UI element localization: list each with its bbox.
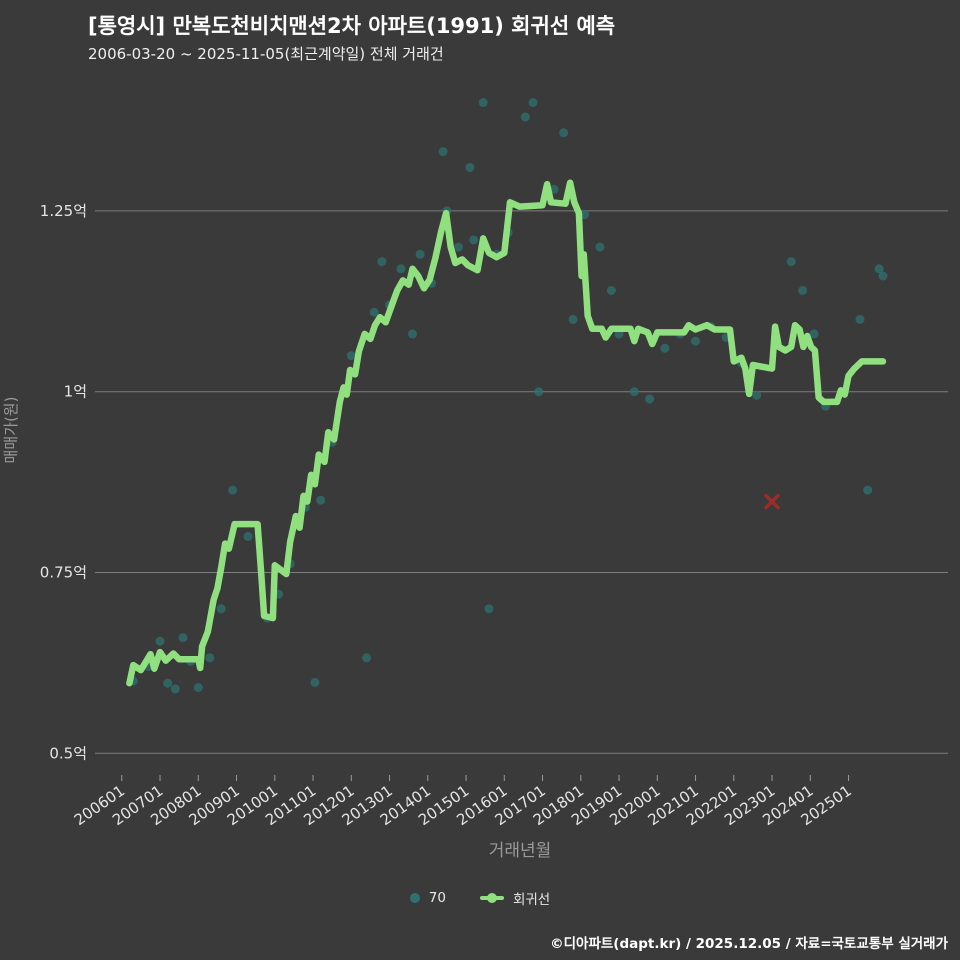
legend-item-scatter[interactable]: 70 <box>409 890 446 906</box>
chart-legend: 70 회귀선 <box>0 888 960 908</box>
scatter-point <box>645 394 655 404</box>
y-tick-label: 0.5억 <box>49 744 87 762</box>
scatter-point <box>580 210 590 220</box>
scatter-point <box>465 163 475 172</box>
copyright-source-credit: ©디아파트(dapt.kr) / 2025.12.05 / 자료=국토교통부 실… <box>550 936 948 952</box>
scatter-legend-dot-icon <box>409 893 420 903</box>
scatter-point <box>205 653 215 663</box>
x-axis-tick-labels: 2006012007012008012009012010012011012012… <box>71 775 855 829</box>
scatter-point <box>752 390 762 400</box>
scatter-point <box>216 604 226 614</box>
regression-legend-line-icon <box>479 893 504 903</box>
scatter-point <box>415 249 425 259</box>
scatter-point <box>568 314 578 324</box>
scatter-point <box>310 677 320 687</box>
scatter-point <box>243 531 253 541</box>
y-axis-tick-labels: 1.25억 1억 0.75억 0.5억 <box>40 202 87 762</box>
scatter-point <box>484 604 494 614</box>
y-axis-title: 매매가(원) <box>2 397 20 464</box>
x-axis-title: 거래년월 <box>489 841 552 861</box>
scatter-point <box>478 98 488 107</box>
scatter-point <box>369 307 379 317</box>
scatter-point <box>595 242 605 252</box>
scatter-point <box>170 684 180 694</box>
legend-label-regression: 회귀선 <box>512 892 551 908</box>
scatter-point <box>316 495 326 505</box>
scatter-point <box>863 485 873 495</box>
scatter-point <box>377 257 387 267</box>
scatter-point <box>396 264 406 274</box>
scatter-point <box>691 336 700 346</box>
scatter-point <box>809 329 819 339</box>
scatter-point <box>874 264 884 274</box>
scatter-point <box>660 343 670 353</box>
page-subtitle: 2006-03-20 ~ 2025-11-05(최근계약일) 전체 거래건 <box>88 45 444 63</box>
scatter-point <box>438 147 448 157</box>
legend-label-scatter: 70 <box>428 890 446 906</box>
legend-item-regression[interactable]: 회귀선 <box>479 888 551 908</box>
outlier-x-marker <box>764 493 780 510</box>
scatter-point <box>178 633 188 643</box>
red-x-marker <box>764 493 780 510</box>
scatter-point <box>155 636 165 646</box>
y-tick-label: 1억 <box>64 383 87 401</box>
scatter-point <box>786 257 796 267</box>
y-tick-label: 0.75억 <box>40 564 87 582</box>
gridlines <box>95 210 948 754</box>
scatter-point <box>520 112 530 122</box>
scatter-point <box>193 683 203 692</box>
scatter-point <box>469 235 479 245</box>
page-title: [통영시] 만복도천비치맨션2차 아파트(1991) 회귀선 예측 <box>88 14 616 38</box>
scatter-point <box>362 653 372 663</box>
scatter-series <box>128 98 888 694</box>
scatter-point <box>534 387 544 397</box>
scatter-point <box>629 387 639 397</box>
y-tick-label: 1.25억 <box>40 202 87 220</box>
scatter-point <box>408 329 417 339</box>
scatter-point <box>346 351 356 361</box>
regression-line <box>126 179 887 687</box>
scatter-point <box>559 128 569 138</box>
scatter-point <box>606 286 616 295</box>
scatter-point <box>878 271 888 281</box>
scatter-point <box>163 678 173 688</box>
scatter-point <box>453 242 463 252</box>
scatter-point <box>855 314 865 324</box>
scatter-point <box>528 98 538 107</box>
regression-line-series <box>126 179 887 687</box>
scatter-point <box>798 286 808 295</box>
scatter-point <box>228 485 238 495</box>
